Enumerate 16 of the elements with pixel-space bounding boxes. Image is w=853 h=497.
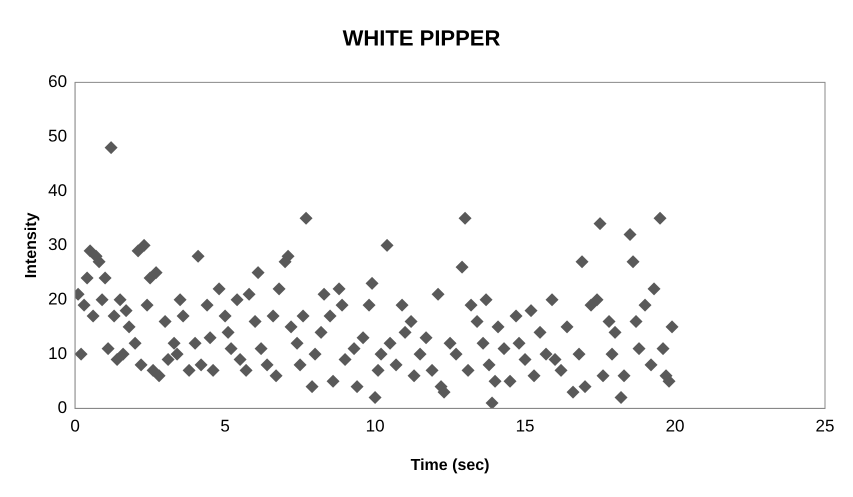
x-tick-label: 0 [70,416,80,436]
y-tick-label: 20 [48,289,68,308]
x-tick-label: 25 [816,416,834,436]
y-tick-label: 30 [48,235,68,254]
x-tick-label: 20 [666,416,684,436]
x-tick-label: 5 [220,416,230,436]
y-tick-label: 0 [58,398,68,418]
y-tick-label: 10 [48,344,68,363]
x-tick-label: 15 [516,416,535,436]
y-tick-label: 50 [48,126,68,146]
y-tick-label: 40 [48,180,68,200]
chart-title: WHITE PIPPER [342,25,500,50]
y-tick-label: 60 [48,72,68,92]
x-axis-title: Time (sec) [410,456,490,474]
y-axis-title: Intensity [23,212,40,278]
x-tick-label: 10 [366,416,385,436]
